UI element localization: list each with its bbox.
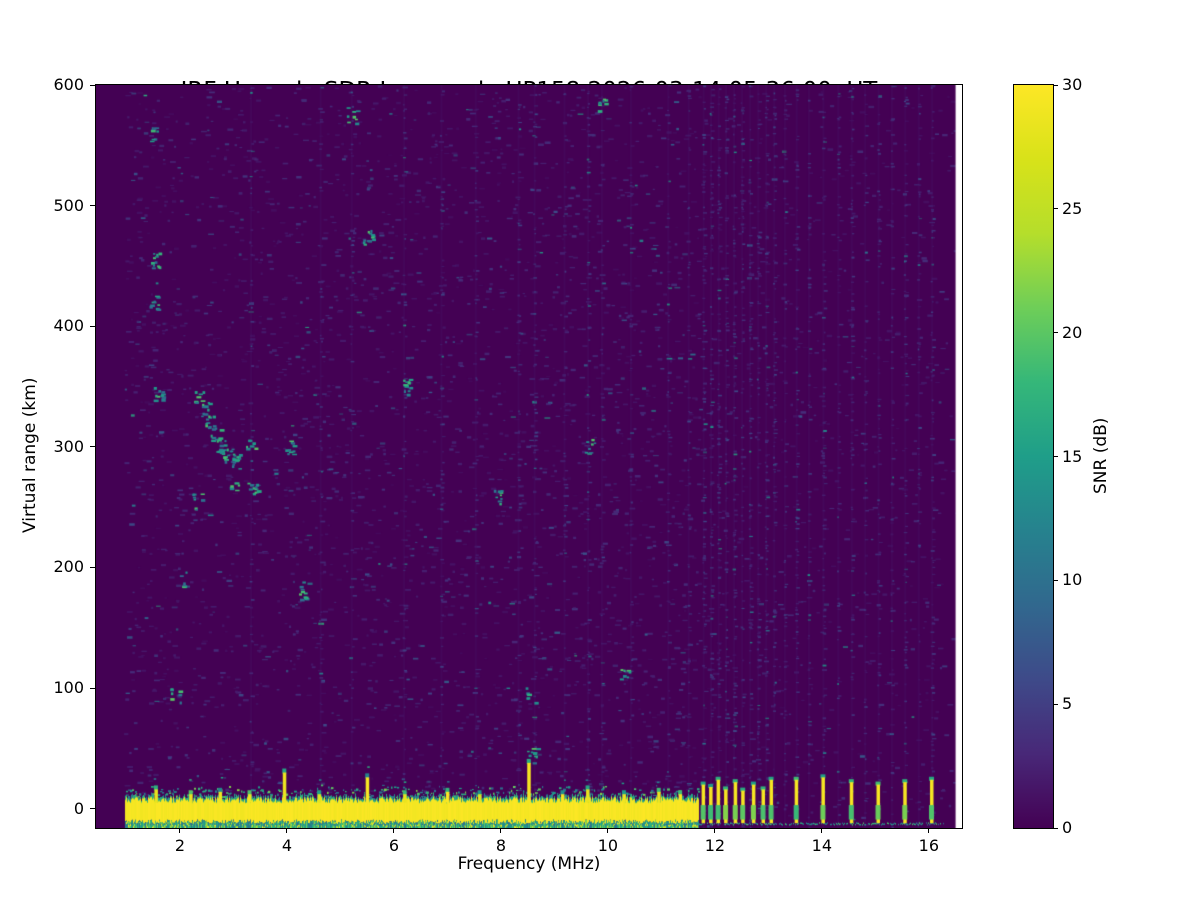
- x-tick-mark: [393, 828, 395, 833]
- y-tick-label: 100: [53, 678, 84, 698]
- y-tick-mark: [90, 446, 95, 448]
- x-tick-label: 10: [597, 836, 619, 855]
- x-tick-label: 8: [495, 836, 506, 855]
- colorbar-tick-label: 10: [1062, 570, 1083, 590]
- colorbar-tick-mark: [1053, 456, 1058, 457]
- x-tick-label: 14: [811, 836, 833, 855]
- y-tick-mark: [90, 205, 95, 207]
- y-tick-mark: [90, 84, 95, 86]
- colorbar-gradient: [1014, 85, 1053, 828]
- y-tick-mark: [90, 687, 95, 689]
- y-tick-label: 500: [53, 195, 84, 215]
- y-tick-mark: [90, 325, 95, 327]
- y-tick-label: 200: [53, 557, 84, 577]
- colorbar-tick-mark: [1053, 703, 1058, 705]
- x-tick-label: 4: [281, 836, 293, 855]
- y-tick-label: 0: [73, 798, 84, 818]
- colorbar-tick-label: 25: [1062, 198, 1083, 218]
- colorbar-tick-label: 0: [1062, 818, 1073, 837]
- colorbar-tick-label: 30: [1062, 75, 1083, 94]
- colorbar-tick-label: 20: [1062, 322, 1083, 342]
- x-tick-label: 2: [174, 836, 186, 855]
- colorbar-tick-mark: [1053, 827, 1058, 829]
- x-tick-mark: [179, 828, 181, 833]
- colorbar-tick-label: 15: [1062, 446, 1083, 466]
- colorbar-tick-mark: [1053, 84, 1058, 86]
- x-tick-mark: [500, 828, 502, 833]
- y-tick-mark: [90, 566, 95, 568]
- x-tick-mark: [286, 828, 288, 833]
- x-axis-label: Frequency (MHz): [457, 854, 601, 874]
- x-tick-mark: [821, 828, 823, 833]
- y-tick-label: 600: [53, 75, 84, 94]
- colorbar-tick-mark: [1053, 208, 1058, 210]
- colorbar-tick-label: 5: [1062, 694, 1073, 714]
- y-axis-label: Virtual range (km): [20, 377, 40, 534]
- x-tick-mark: [607, 828, 609, 833]
- colorbar-tick-mark: [1053, 332, 1058, 334]
- x-tick-label: 6: [388, 836, 400, 855]
- plot-area: [95, 84, 963, 829]
- x-tick-label: 12: [704, 836, 726, 855]
- colorbar: [1013, 84, 1054, 829]
- y-tick-mark: [90, 808, 95, 810]
- x-tick-mark: [714, 828, 716, 833]
- x-tick-mark: [928, 828, 930, 833]
- colorbar-tick-mark: [1053, 579, 1058, 581]
- ionogram-heatmap-canvas: [96, 85, 962, 828]
- y-tick-label: 300: [53, 436, 84, 456]
- x-tick-label: 16: [918, 836, 939, 855]
- y-tick-label: 400: [53, 316, 84, 336]
